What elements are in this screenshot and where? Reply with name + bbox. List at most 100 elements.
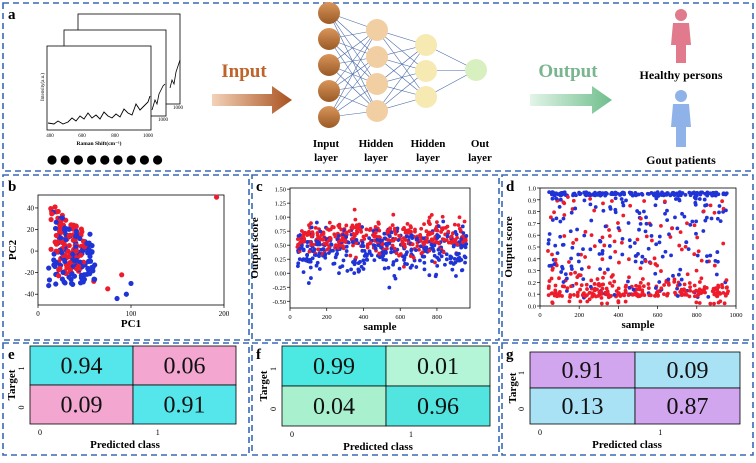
x-tick-label: 200: [574, 312, 584, 319]
scatter-point: [597, 252, 602, 256]
scatter-point: [443, 262, 447, 267]
spectrum-back-tick: 1000: [173, 106, 184, 111]
scatter-point: [424, 229, 429, 234]
scatter-point: [337, 271, 341, 276]
scatter-point: [553, 257, 558, 262]
scatter-point: [435, 255, 440, 260]
scatter-point: [690, 219, 695, 224]
y-tick-label: 0.8: [528, 209, 536, 216]
scatter-point: [609, 293, 613, 298]
scatter-point: [692, 283, 697, 288]
y-tick-label: 0.75: [275, 229, 286, 236]
scatter-point: [600, 235, 605, 240]
scatter-point: [73, 244, 79, 250]
scatter-point: [404, 234, 409, 239]
scatter-point: [119, 272, 125, 278]
scatter-point: [595, 277, 600, 281]
scatter-point: [592, 282, 597, 286]
scatter-point: [683, 289, 688, 294]
scatter-point: [724, 292, 729, 297]
chart-e-confusion-matrix: 0.94 0.06 0.09 0.91 1 0 0 1 Predicted class Targe…: [6, 345, 237, 451]
scatter-point: [696, 249, 701, 254]
spectrum-xtick-600: 600: [78, 134, 86, 139]
input-arrow: [212, 86, 292, 114]
scatter-point: [653, 271, 658, 276]
scatter-point: [373, 246, 378, 251]
scatter-point: [307, 259, 312, 264]
scatter-point: [617, 260, 621, 265]
col-label: 1: [156, 428, 160, 437]
scatter-point: [313, 226, 318, 230]
scatter-point: [365, 243, 370, 248]
plot-area: [289, 187, 471, 309]
matrix-cell-value: 0.01: [417, 354, 459, 380]
scatter-point: [576, 252, 581, 257]
scatter-point: [574, 281, 579, 286]
panel-letter-e: e: [8, 347, 15, 363]
scatter-point: [62, 258, 68, 265]
scatter-point: [408, 265, 413, 270]
scatter-point: [317, 267, 322, 271]
scatter-point: [702, 197, 707, 202]
scatter-point: [613, 249, 618, 254]
matrix-cell-value: 0.99: [313, 354, 355, 380]
scatter-point: [352, 207, 357, 212]
scatter-point: [549, 291, 554, 296]
scatter-point: [659, 286, 664, 291]
scatter-point: [77, 280, 84, 286]
scatter-point: [123, 291, 129, 297]
scatter-point: [592, 292, 596, 297]
scatter-point: [648, 223, 653, 227]
scatter-point: [673, 215, 677, 220]
scatter-point: [657, 280, 662, 284]
scatter-point: [682, 282, 687, 287]
spectra-dot: [60, 155, 70, 165]
scatter-point: [572, 292, 576, 297]
scatter-point: [562, 234, 567, 238]
matrix-cell: [132, 384, 237, 425]
scatter-point: [678, 267, 683, 272]
network-connection: [328, 12, 378, 112]
scatter-point: [78, 272, 84, 279]
network-node: [415, 60, 437, 82]
scatter-point: [321, 237, 326, 242]
scatter-point: [700, 290, 704, 295]
scatter-point: [62, 225, 68, 231]
scatter-point: [418, 238, 423, 243]
scatter-point: [59, 239, 65, 245]
scatter-point: [79, 263, 85, 270]
scatter-point: [588, 196, 593, 201]
scatter-point: [615, 191, 620, 196]
scatter-point: [692, 223, 697, 228]
scatter-point: [602, 243, 607, 248]
scatter-point: [394, 258, 399, 263]
y-tick-label: 0.3: [528, 268, 536, 275]
scatter-point: [373, 224, 378, 229]
scatter-point: [671, 273, 675, 278]
panel-letter-f: f: [256, 347, 262, 363]
scatter-point: [325, 242, 329, 247]
scatter-point: [554, 216, 559, 221]
scatter-point: [644, 221, 649, 226]
scatter-point: [676, 191, 681, 196]
scatter-point: [455, 235, 460, 240]
scatter-point: [593, 190, 597, 195]
scatter-point: [443, 225, 448, 230]
scatter-point: [587, 290, 592, 295]
y-tick-label: 0.0: [528, 304, 536, 311]
scatter-point: [659, 223, 663, 228]
scatter-point: [616, 221, 620, 225]
scatter-point: [579, 267, 584, 271]
scatter-point: [546, 293, 551, 298]
scatter-point: [581, 277, 586, 282]
scatter-point: [364, 254, 369, 258]
panel-letter-a: a: [8, 7, 16, 23]
scatter-point: [305, 244, 310, 249]
scatter-point: [553, 243, 558, 248]
scatter-point: [607, 228, 611, 232]
scatter-point: [428, 222, 432, 227]
scatter-point: [348, 253, 353, 258]
scatter-point: [722, 301, 727, 306]
scatter-point: [85, 258, 92, 264]
